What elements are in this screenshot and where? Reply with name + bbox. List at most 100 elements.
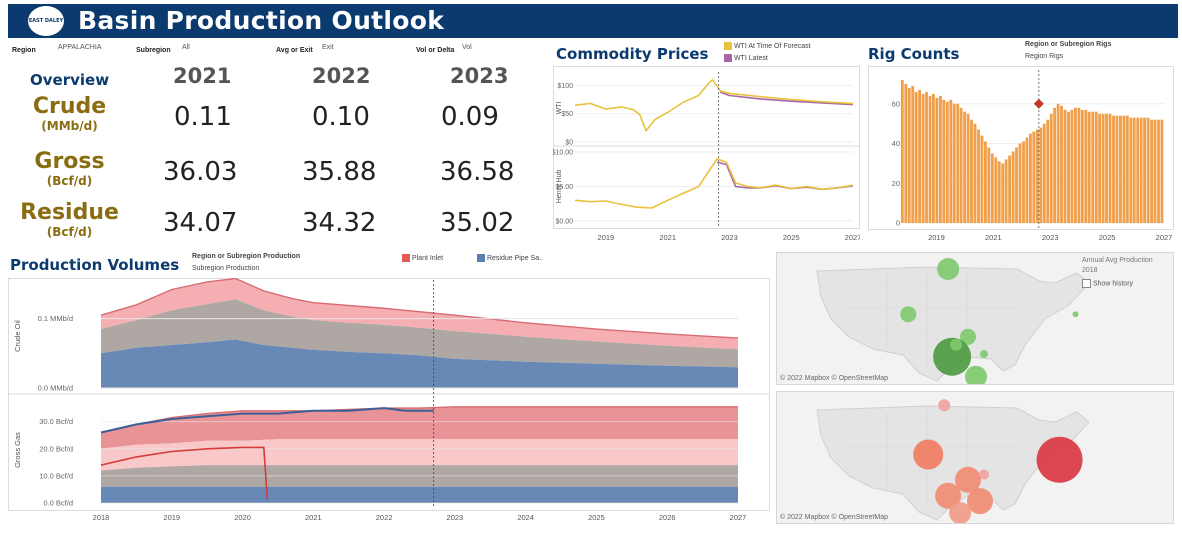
rig-bar [1056, 103, 1060, 223]
rig-bar [1084, 109, 1088, 223]
rig-selector[interactable]: Region Rigs [1025, 53, 1064, 60]
rig-bar [945, 101, 949, 223]
map-land-shape [816, 405, 1090, 521]
production-bubble [938, 399, 951, 412]
legend-wti-forecast[interactable]: WTI At Time Of Forecast [724, 42, 811, 50]
rig-bar [1049, 113, 1053, 223]
map-legend-title: Annual Avg Production [1082, 257, 1153, 264]
production-bubble [900, 306, 917, 323]
logo-text: EAST DALEY [28, 18, 64, 24]
rig-bar [990, 153, 994, 223]
crude-gray-area [101, 299, 738, 368]
crude-label: Crude (MMb/d) [12, 95, 127, 134]
map-bottom-canvas [816, 399, 1090, 523]
rig-bar [956, 103, 960, 223]
rig-bar [1112, 115, 1115, 223]
rig-bar [1029, 133, 1032, 223]
production-bubble [1072, 311, 1079, 318]
rig-bar [997, 161, 1001, 223]
show-history-toggle[interactable]: Show history [1082, 279, 1133, 288]
production-bubble [955, 466, 981, 493]
plant-inlet-history-line [100, 446, 269, 499]
rig-bar [1070, 109, 1074, 223]
production-chart: 0.1 MMb/d 0.0 MMb/d Crude Oil 30.0 Bcf/d 20.… [8, 278, 770, 522]
y-tick-label: $5.00 [555, 184, 573, 191]
production-bubble [937, 258, 960, 280]
rig-bar [1060, 105, 1063, 223]
rig-bar [921, 93, 925, 224]
residue-2021: 34.07 [163, 208, 238, 238]
map-legend-year: 2018 [1082, 267, 1098, 274]
production-bubble [949, 502, 972, 523]
y-tick-label: $0 [565, 140, 573, 147]
legend-swatch-icon [402, 254, 410, 262]
series-line-wti-forecast [574, 157, 854, 209]
x-tick-label: 2023 [1042, 233, 1059, 242]
legend-residue[interactable]: Residue Pipe Sa.. [477, 254, 543, 262]
map-attribution: © 2022 Mapbox © OpenStreetMap [780, 375, 888, 382]
gross-2023: 36.58 [440, 157, 515, 187]
y-tick-label: 0.1 MMb/d [38, 314, 73, 323]
y-axis-label: Crude Oil [13, 320, 22, 352]
rig-bar [900, 80, 904, 223]
checkbox-icon[interactable] [1082, 279, 1091, 288]
region-filter[interactable]: APPALACHIA [58, 44, 102, 51]
x-tick-label: 2018 [93, 513, 110, 522]
rig-bar [935, 97, 939, 223]
legend-swatch-icon [724, 42, 732, 50]
map-land-shape [816, 266, 1090, 382]
rig-bar [959, 107, 963, 223]
x-tick-label: 2022 [376, 513, 393, 522]
gross-2022: 35.88 [302, 157, 377, 187]
x-tick-label: 2027 [845, 233, 860, 242]
legend-plant-inlet-label: Plant Inlet [411, 254, 444, 262]
vol-delta-filter[interactable]: Vol [462, 44, 472, 51]
gross-name: Gross [34, 149, 105, 174]
rig-bar [1032, 131, 1036, 223]
x-tick-label: 2019 [928, 233, 945, 242]
rig-bar [942, 99, 946, 223]
rig-bar [963, 111, 967, 223]
rig-bar [1067, 111, 1070, 223]
production-selector[interactable]: Subregion Production [192, 265, 260, 272]
rig-bar [1025, 137, 1029, 223]
legend-plant-inlet[interactable]: Plant Inlet [402, 254, 443, 262]
rig-bar [1098, 113, 1102, 223]
production-bubble [935, 482, 962, 509]
x-tick-label: 2025 [1099, 233, 1116, 242]
y-tick-label: 10.0 Bcf/d [39, 471, 73, 480]
rig-bar [1008, 155, 1012, 223]
x-tick-label: 2020 [234, 513, 251, 522]
rig-bar [980, 135, 984, 223]
current-rig-marker [1033, 98, 1044, 109]
avg-exit-filter[interactable]: Exit [322, 44, 334, 51]
rig-bar [949, 99, 953, 223]
commodity-chart: $100 $50 $0 WTI $10.00 $5.00 $0.00 Henry Hub 201… [553, 66, 860, 242]
map-top-canvas [816, 258, 1090, 384]
map-bottom[interactable]: © 2022 Mapbox © OpenStreetMap [776, 391, 1174, 524]
stack-top-edge [100, 278, 739, 339]
rig-bar [1136, 117, 1140, 223]
subregion-filter[interactable]: All [182, 44, 190, 51]
y-tick-label: 30.0 Bcf/d [39, 417, 73, 426]
series-line-wti-forecast [574, 78, 854, 133]
show-history-label: Show history [1092, 280, 1134, 288]
map-top[interactable]: Annual Avg Production 2018 Show history … [776, 252, 1174, 385]
crude-2023: 0.09 [441, 102, 499, 132]
y-tick-label: 20 [892, 179, 900, 188]
production-bubble [913, 439, 944, 470]
rig-frame [868, 66, 1174, 230]
page-title: Basin Production Outlook [78, 6, 445, 35]
overview-title: Overview [30, 71, 110, 89]
production-bubble [980, 350, 988, 359]
x-tick-label: 2025 [588, 513, 605, 522]
residue-2023: 35.02 [440, 208, 515, 238]
legend-wti-latest[interactable]: WTI Latest [724, 54, 768, 62]
rig-bar [973, 123, 977, 223]
rig-bar [1160, 119, 1164, 223]
legend-swatch-icon [477, 254, 485, 262]
east-daley-logo: EAST DALEY [28, 6, 64, 36]
x-tick-label: 2021 [305, 513, 322, 522]
rig-bar [911, 85, 915, 224]
rig-bar [1105, 113, 1108, 223]
